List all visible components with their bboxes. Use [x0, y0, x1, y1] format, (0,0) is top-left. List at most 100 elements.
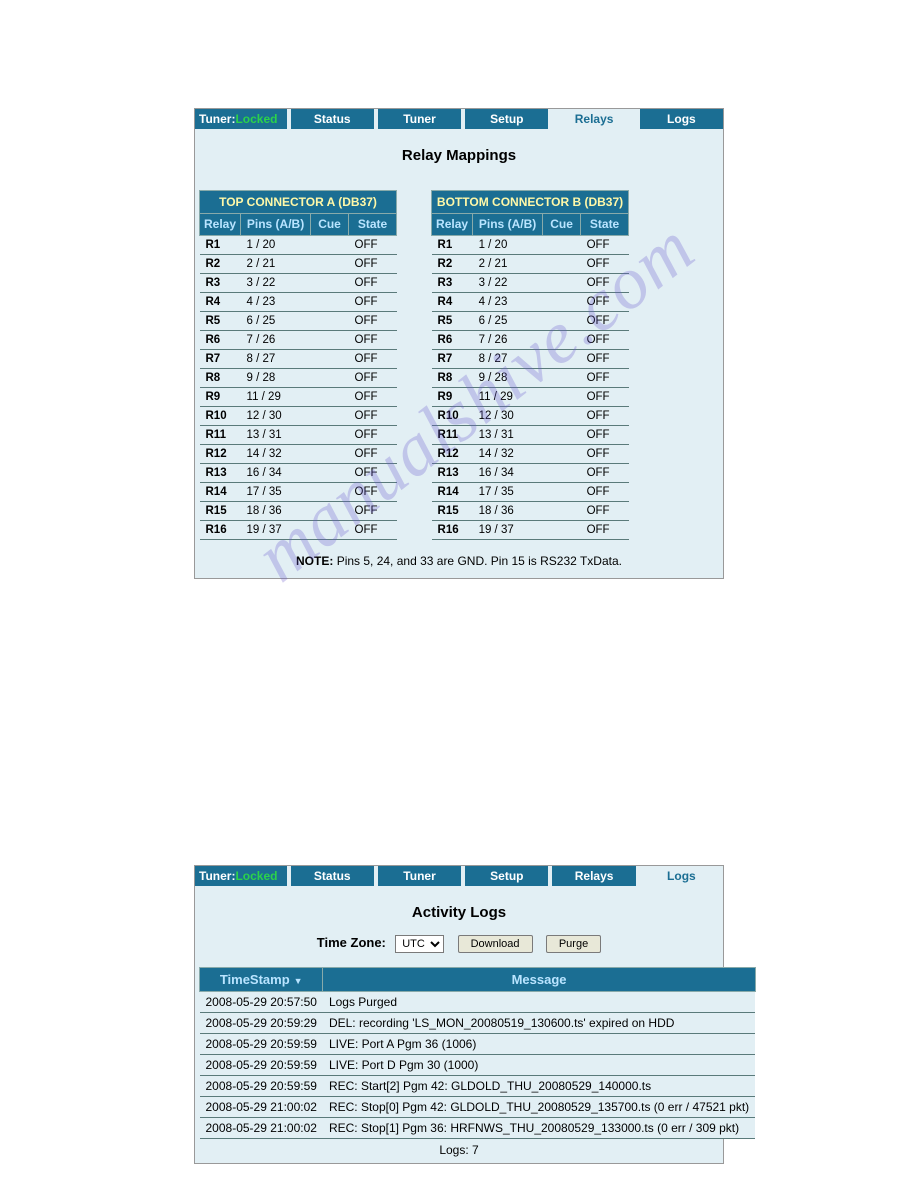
table-row: R67 / 26OFF — [200, 331, 397, 350]
tuner-label: Tuner: — [195, 869, 235, 883]
nav-bar-1: Tuner:Locked Status Tuner Setup Relays L… — [195, 109, 723, 129]
tab-logs[interactable]: Logs — [640, 866, 723, 886]
log-message: REC: Start[2] Pgm 42: GLDOLD_THU_2008052… — [323, 1076, 755, 1097]
relay-name: R10 — [200, 407, 241, 426]
table-row: R22 / 21OFF — [200, 255, 397, 274]
tab-relays[interactable]: Relays — [552, 866, 635, 886]
log-message: LIVE: Port D Pgm 30 (1000) — [323, 1055, 755, 1076]
relay-state: OFF — [349, 236, 397, 255]
tab-status[interactable]: Status — [291, 866, 374, 886]
log-timestamp: 2008-05-29 20:59:29 — [200, 1013, 323, 1034]
relay-state: OFF — [349, 274, 397, 293]
tab-status[interactable]: Status — [291, 109, 374, 129]
relay-state: OFF — [349, 350, 397, 369]
relay-cue — [311, 521, 349, 540]
page-title: Activity Logs — [195, 886, 723, 929]
tuner-label: Tuner: — [195, 112, 235, 126]
tab-tuner[interactable]: Tuner — [378, 109, 461, 129]
table-row: R1417 / 35OFF — [432, 483, 629, 502]
relay-name: R4 — [200, 293, 241, 312]
relay-pins: 8 / 27 — [241, 350, 311, 369]
relay-cue — [311, 274, 349, 293]
log-count: Logs: 7 — [195, 1139, 723, 1163]
activity-logs-panel: Tuner:Locked Status Tuner Setup Relays L… — [194, 865, 724, 1164]
table-row: R1619 / 37OFF — [432, 521, 629, 540]
tab-tuner[interactable]: Tuner — [378, 866, 461, 886]
tuner-status-cell: Tuner:Locked — [195, 866, 287, 886]
relay-cue — [543, 369, 581, 388]
relay-state: OFF — [581, 255, 629, 274]
col-state: State — [581, 214, 629, 236]
table-row: R1214 / 32OFF — [432, 445, 629, 464]
relay-name: R8 — [200, 369, 241, 388]
relay-state: OFF — [581, 331, 629, 350]
tab-relays[interactable]: Relays — [552, 109, 635, 129]
relay-pins: 13 / 31 — [241, 426, 311, 445]
log-timestamp: 2008-05-29 20:57:50 — [200, 992, 323, 1013]
relay-name: R7 — [200, 350, 241, 369]
relay-state: OFF — [349, 445, 397, 464]
table-row: 2008-05-29 21:00:02REC: Stop[0] Pgm 42: … — [200, 1097, 756, 1118]
table-row: R67 / 26OFF — [432, 331, 629, 350]
relay-name: R2 — [432, 255, 473, 274]
relay-pins: 7 / 26 — [241, 331, 311, 350]
relay-cue — [311, 445, 349, 464]
relay-cue — [543, 426, 581, 445]
col-timestamp[interactable]: TimeStamp▼ — [200, 968, 323, 992]
log-timestamp: 2008-05-29 21:00:02 — [200, 1097, 323, 1118]
relay-cue — [543, 388, 581, 407]
tab-logs[interactable]: Logs — [640, 109, 723, 129]
table-row: 2008-05-29 20:59:59LIVE: Port A Pgm 36 (… — [200, 1034, 756, 1055]
timezone-row: Time Zone: UTC Download Purge — [195, 929, 723, 967]
col-pins-label: Pins (A/B) — [247, 217, 304, 231]
table-row: R89 / 28OFF — [200, 369, 397, 388]
tab-setup[interactable]: Setup — [465, 866, 548, 886]
relay-state: OFF — [581, 236, 629, 255]
relay-cue — [543, 331, 581, 350]
relay-state: OFF — [581, 274, 629, 293]
table-row: R11 / 20 OFF — [432, 236, 629, 255]
relay-pins: 1 / 20 — [473, 236, 543, 255]
relay-state: OFF — [581, 369, 629, 388]
col-relay: Relay — [200, 214, 241, 236]
relay-cue — [311, 312, 349, 331]
table-row: 2008-05-29 20:57:50Logs Purged — [200, 992, 756, 1013]
download-button[interactable]: Download — [458, 935, 533, 953]
relay-name: R6 — [432, 331, 473, 350]
relay-name: R14 — [200, 483, 241, 502]
timezone-select[interactable]: UTC — [395, 935, 444, 953]
relay-cue — [311, 407, 349, 426]
table-row: R1417 / 35OFF — [200, 483, 397, 502]
table-row: R33 / 22OFF — [200, 274, 397, 293]
relay-state: OFF — [349, 388, 397, 407]
relay-name: R14 — [432, 483, 473, 502]
relay-cue — [311, 255, 349, 274]
relay-state: OFF — [349, 293, 397, 312]
relay-cue — [543, 293, 581, 312]
col-pins-label: Pins (A/B) — [479, 217, 536, 231]
log-timestamp: 2008-05-29 21:00:02 — [200, 1118, 323, 1139]
relay-state: OFF — [349, 255, 397, 274]
relay-table-b: BOTTOM CONNECTOR B (DB37) Relay Pins (A/… — [431, 190, 629, 540]
relay-pins: 18 / 36 — [473, 502, 543, 521]
relay-name: R1 — [432, 236, 473, 255]
col-pins: Pins (A/B) — [241, 214, 311, 236]
tab-setup[interactable]: Setup — [465, 109, 548, 129]
relay-pins: 13 / 31 — [473, 426, 543, 445]
timezone-label: Time Zone: — [317, 935, 386, 950]
table-row: R1518 / 36OFF — [200, 502, 397, 521]
page-title: Relay Mappings — [195, 129, 723, 190]
table-row: R89 / 28OFF — [432, 369, 629, 388]
relay-cue — [543, 407, 581, 426]
relay-state: OFF — [349, 331, 397, 350]
relay-pins: 19 / 37 — [241, 521, 311, 540]
relay-name: R11 — [432, 426, 473, 445]
note-bold: NOTE: — [296, 554, 333, 568]
relay-cue — [543, 274, 581, 293]
col-message[interactable]: Message — [323, 968, 755, 992]
relay-name: R4 — [432, 293, 473, 312]
purge-button[interactable]: Purge — [546, 935, 601, 953]
table-row: R1316 / 34OFF — [200, 464, 397, 483]
relay-cue — [543, 445, 581, 464]
relay-cue — [543, 521, 581, 540]
